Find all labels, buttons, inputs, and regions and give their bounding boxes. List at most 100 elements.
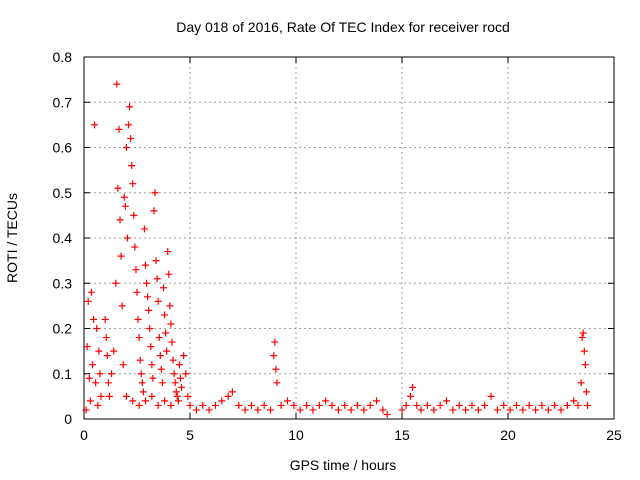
data-point xyxy=(581,361,589,369)
x-axis-label: GPS time / hours xyxy=(290,457,397,473)
data-point xyxy=(129,397,137,405)
data-point xyxy=(165,270,173,278)
data-point xyxy=(101,315,109,323)
data-point xyxy=(178,383,186,391)
data-point xyxy=(309,406,317,414)
data-point xyxy=(512,401,520,409)
grid-lines xyxy=(84,57,614,419)
data-point xyxy=(129,180,137,188)
data-point xyxy=(117,252,125,260)
data-point xyxy=(122,392,130,400)
chart-title: Day 018 of 2016, Rate Of TEC Index for r… xyxy=(176,19,510,35)
data-point xyxy=(161,311,169,319)
data-point xyxy=(224,392,232,400)
data-point xyxy=(90,315,98,323)
data-point xyxy=(105,392,113,400)
data-point xyxy=(156,352,164,360)
data-point xyxy=(158,379,166,387)
x-tick-label: 5 xyxy=(186,427,194,443)
data-point xyxy=(406,392,414,400)
data-point xyxy=(205,406,213,414)
data-point xyxy=(423,401,431,409)
y-tick-label: 0.8 xyxy=(53,49,73,65)
data-point xyxy=(128,162,136,170)
data-point xyxy=(168,338,176,346)
data-point xyxy=(579,329,587,337)
data-point xyxy=(563,401,571,409)
data-point xyxy=(169,356,177,364)
data-point xyxy=(144,293,152,301)
data-point xyxy=(443,397,451,405)
data-point xyxy=(199,401,207,409)
data-point xyxy=(132,266,140,274)
data-point xyxy=(574,401,582,409)
data-point xyxy=(290,401,298,409)
data-point xyxy=(170,370,178,378)
data-point xyxy=(146,325,154,332)
data-point xyxy=(557,406,565,414)
data-point xyxy=(97,392,105,400)
data-point xyxy=(95,347,103,355)
data-point xyxy=(133,288,141,296)
data-point xyxy=(157,365,165,373)
data-point xyxy=(131,243,139,251)
data-point xyxy=(148,361,156,369)
data-point xyxy=(544,406,552,414)
data-point xyxy=(83,343,91,351)
data-point xyxy=(139,388,147,396)
data-points xyxy=(82,80,591,418)
data-point xyxy=(148,392,156,400)
data-point xyxy=(468,401,476,409)
x-tick-label: 25 xyxy=(606,427,622,443)
data-point xyxy=(152,257,160,265)
data-point xyxy=(161,397,169,405)
y-tick-label: 0 xyxy=(64,411,72,427)
data-point xyxy=(328,401,336,409)
data-point xyxy=(125,121,133,129)
data-point xyxy=(218,397,226,405)
data-point xyxy=(182,370,190,378)
data-point xyxy=(284,397,292,405)
data-point xyxy=(487,392,495,400)
data-point xyxy=(174,397,182,405)
y-tick-label: 0.6 xyxy=(53,140,73,156)
data-point xyxy=(551,401,559,409)
y-tick-label: 0.7 xyxy=(53,94,73,110)
data-point xyxy=(151,189,159,197)
y-tick-label: 0.1 xyxy=(53,366,73,382)
data-point xyxy=(413,401,421,409)
plot-frame xyxy=(83,56,615,420)
data-point xyxy=(383,410,391,418)
data-point xyxy=(267,406,275,414)
data-point xyxy=(123,234,131,242)
data-point xyxy=(176,374,184,382)
data-point xyxy=(140,225,148,233)
data-point xyxy=(271,338,279,346)
data-point xyxy=(241,406,249,414)
data-point xyxy=(108,370,116,378)
data-point xyxy=(130,211,138,219)
data-point xyxy=(134,315,142,323)
data-point xyxy=(96,370,104,378)
data-point xyxy=(126,103,134,111)
y-tick-label: 0.5 xyxy=(53,185,73,201)
data-point xyxy=(303,401,311,409)
data-point xyxy=(192,406,200,414)
data-point xyxy=(114,184,122,192)
data-point xyxy=(272,365,280,373)
data-point xyxy=(150,207,158,215)
data-point xyxy=(153,275,161,283)
data-point xyxy=(366,401,374,409)
data-point xyxy=(493,406,501,414)
data-point xyxy=(135,334,143,342)
data-point xyxy=(532,406,540,414)
data-point xyxy=(91,121,99,129)
y-tick-label: 0.3 xyxy=(53,275,73,291)
data-point xyxy=(122,144,130,151)
data-point xyxy=(173,392,181,400)
data-point xyxy=(147,343,155,351)
data-point xyxy=(260,401,268,409)
data-point xyxy=(273,379,281,387)
data-point xyxy=(254,406,262,414)
